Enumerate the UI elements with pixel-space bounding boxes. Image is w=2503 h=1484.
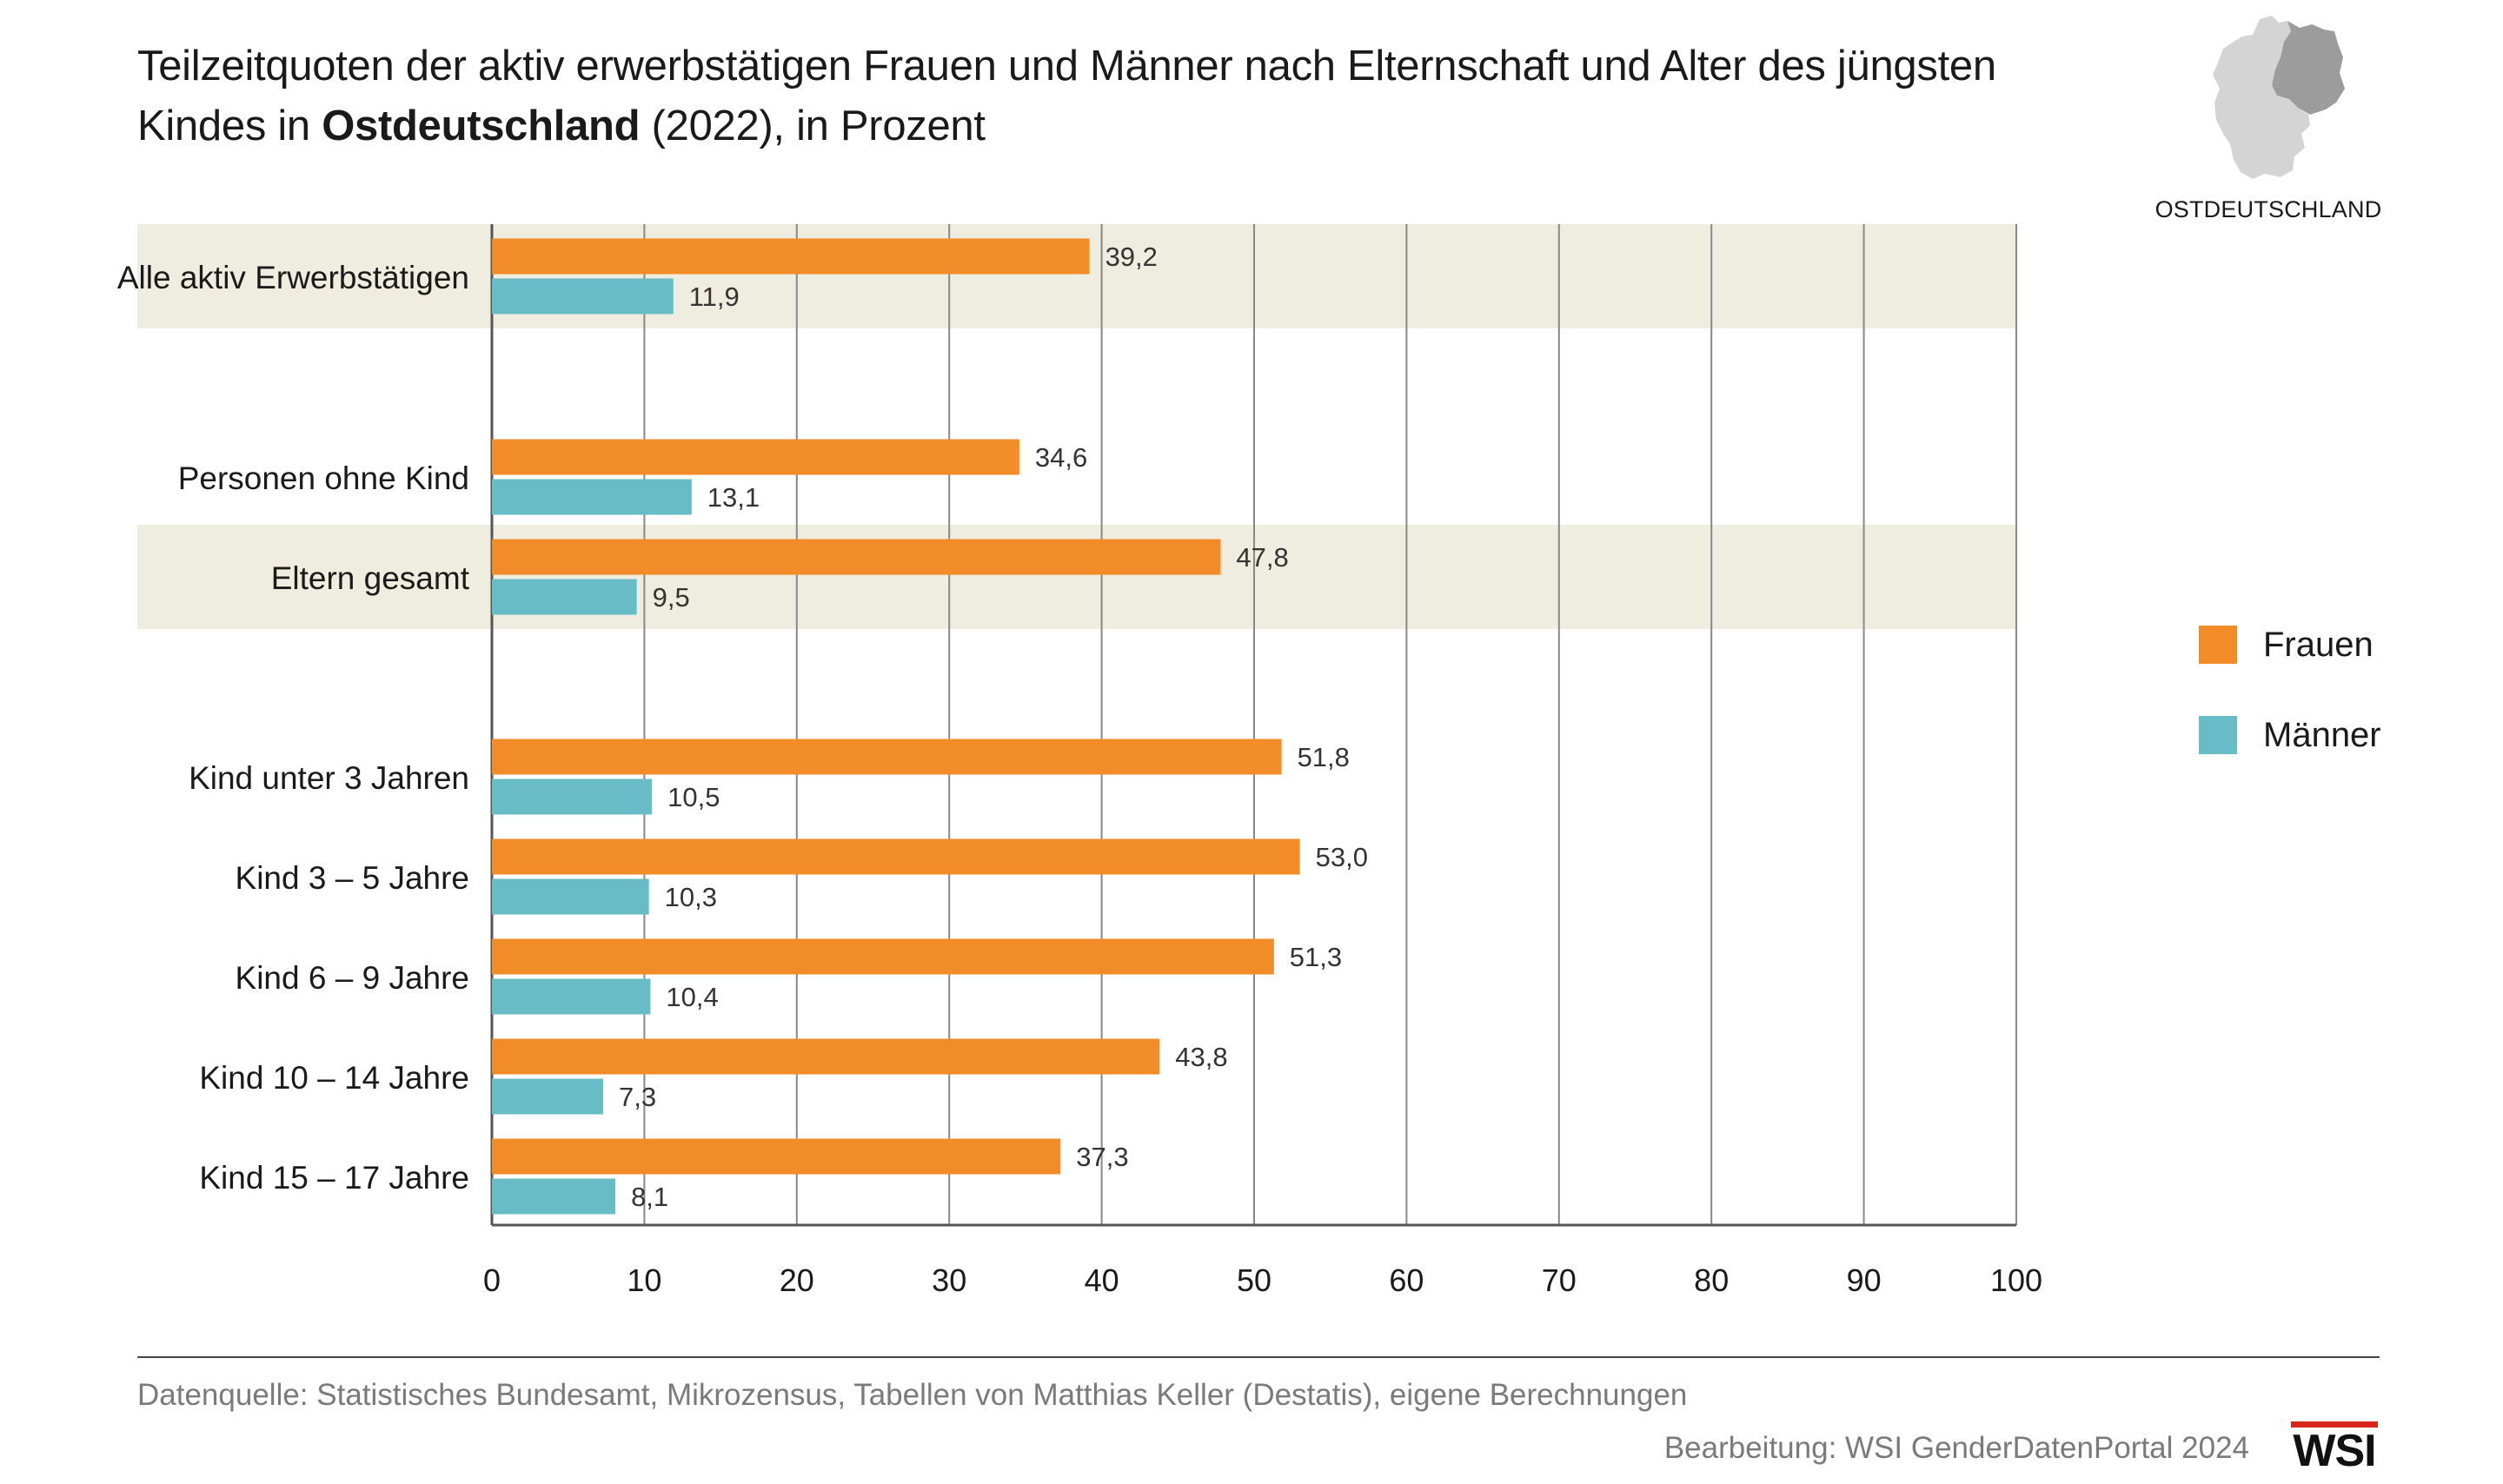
bar-frauen [492, 238, 1090, 275]
x-tick-label: 30 [932, 1262, 966, 1298]
value-label-maenner: 10,5 [667, 782, 720, 812]
value-label-maenner: 11,9 [689, 282, 740, 312]
category-label: Kind 6 – 9 Jahre [236, 960, 469, 996]
x-tick-label: 20 [780, 1262, 814, 1298]
value-label-frauen: 47,8 [1236, 542, 1288, 573]
value-label-maenner: 9,5 [653, 582, 690, 613]
x-tick-label: 40 [1085, 1262, 1119, 1298]
bar-frauen [492, 938, 1274, 975]
value-label-maenner: 7,3 [619, 1082, 656, 1112]
footer-divider [137, 1356, 2380, 1358]
value-label-maenner: 10,3 [665, 882, 717, 912]
logo-text: WSI [2293, 1426, 2376, 1476]
value-label-maenner: 10,4 [666, 982, 718, 1012]
wsi-logo: WSI [2291, 1421, 2378, 1475]
legend-item-frauen: Frauen [2199, 600, 2381, 690]
x-tick-label: 50 [1237, 1262, 1271, 1298]
x-axis-ticks: 0 10 20 30 40 50 60 70 80 90 100 [483, 1262, 2042, 1298]
value-label-frauen: 34,6 [1035, 442, 1087, 473]
value-label-frauen: 37,3 [1076, 1142, 1128, 1172]
bar-maenner [492, 878, 649, 915]
logo-bar [2291, 1421, 2378, 1428]
highlight-bands [137, 224, 2016, 629]
bar-maenner [492, 278, 674, 315]
legend-label-maenner: Männer [2263, 715, 2381, 754]
category-labels: Alle aktiv Erwerbstätigen Personen ohne K… [117, 260, 470, 1196]
x-tick-label: 70 [1542, 1262, 1577, 1298]
credit-line: Bearbeitung: WSI GenderDatenPortal 2024 [1663, 1431, 2249, 1465]
germany-map-icon [2213, 16, 2345, 179]
bar-maenner [492, 579, 637, 615]
value-label-frauen: 39,2 [1105, 242, 1158, 272]
x-tick-label: 80 [1694, 1262, 1729, 1298]
x-tick-label: 90 [1847, 1262, 1882, 1298]
category-label: Alle aktiv Erwerbstätigen [117, 260, 469, 295]
value-label-frauen: 53,0 [1316, 842, 1368, 872]
east-germany-shape [2272, 21, 2345, 115]
grid-lines [490, 224, 2017, 1227]
bar-frauen [492, 1038, 1160, 1075]
bar-maenner [492, 1178, 616, 1215]
bar-frauen [492, 1138, 1061, 1175]
legend-label-frauen: Frauen [2263, 625, 2374, 664]
west-germany-shape [2213, 16, 2310, 179]
value-label-frauen: 51,8 [1298, 742, 1350, 772]
title-part-2: (2022), in Prozent [640, 103, 986, 149]
value-label-frauen: 51,3 [1290, 942, 1342, 972]
bar-chart: 39,2 11,9 34,6 13,1 47,8 9,5 51,8 10,5 53,0 10,3 5… [117, 224, 2042, 1298]
bar-frauen [492, 739, 1282, 775]
value-label-maenner: 13,1 [707, 482, 760, 513]
category-label: Eltern gesamt [271, 560, 470, 596]
x-tick-label: 0 [483, 1262, 501, 1298]
title-region: Ostdeutschland [322, 103, 641, 149]
region-label: OSTDEUTSCHLAND [2154, 196, 2382, 222]
x-tick-label: 60 [1389, 1262, 1424, 1298]
legend: Frauen Männer [2199, 600, 2381, 780]
category-label: Kind 15 – 17 Jahre [199, 1160, 469, 1196]
value-labels: 39,2 11,9 34,6 13,1 47,8 9,5 51,8 10,5 53,0 10,3 5… [619, 242, 1368, 1212]
bar-maenner [492, 978, 651, 1015]
x-tick-label: 10 [627, 1262, 661, 1298]
title-part-1: Teilzeitquoten der aktiv erwerbstätigen … [137, 43, 1996, 149]
category-label: Kind 3 – 5 Jahre [236, 860, 469, 896]
legend-swatch-frauen [2199, 626, 2237, 664]
category-label: Kind 10 – 14 Jahre [199, 1060, 469, 1096]
value-label-frauen: 43,8 [1175, 1042, 1227, 1072]
chart-title: Teilzeitquoten der aktiv erwerbstätigen … [137, 36, 2136, 156]
category-label: Personen ohne Kind [178, 460, 469, 496]
category-label: Kind unter 3 Jahren [189, 760, 469, 796]
legend-swatch-maenner [2199, 716, 2237, 754]
value-label-maenner: 8,1 [631, 1182, 668, 1212]
bar-maenner [492, 778, 653, 815]
legend-item-maenner: Männer [2199, 690, 2381, 780]
bars [492, 238, 1300, 1215]
bar-frauen [492, 539, 1221, 575]
bar-maenner [492, 1078, 604, 1115]
bar-frauen [492, 439, 1019, 475]
bar-maenner [492, 479, 692, 515]
data-source: Datenquelle: Statistisches Bundesamt, Mi… [137, 1378, 1688, 1412]
x-tick-label: 100 [1990, 1262, 2042, 1298]
bar-frauen [492, 838, 1300, 875]
